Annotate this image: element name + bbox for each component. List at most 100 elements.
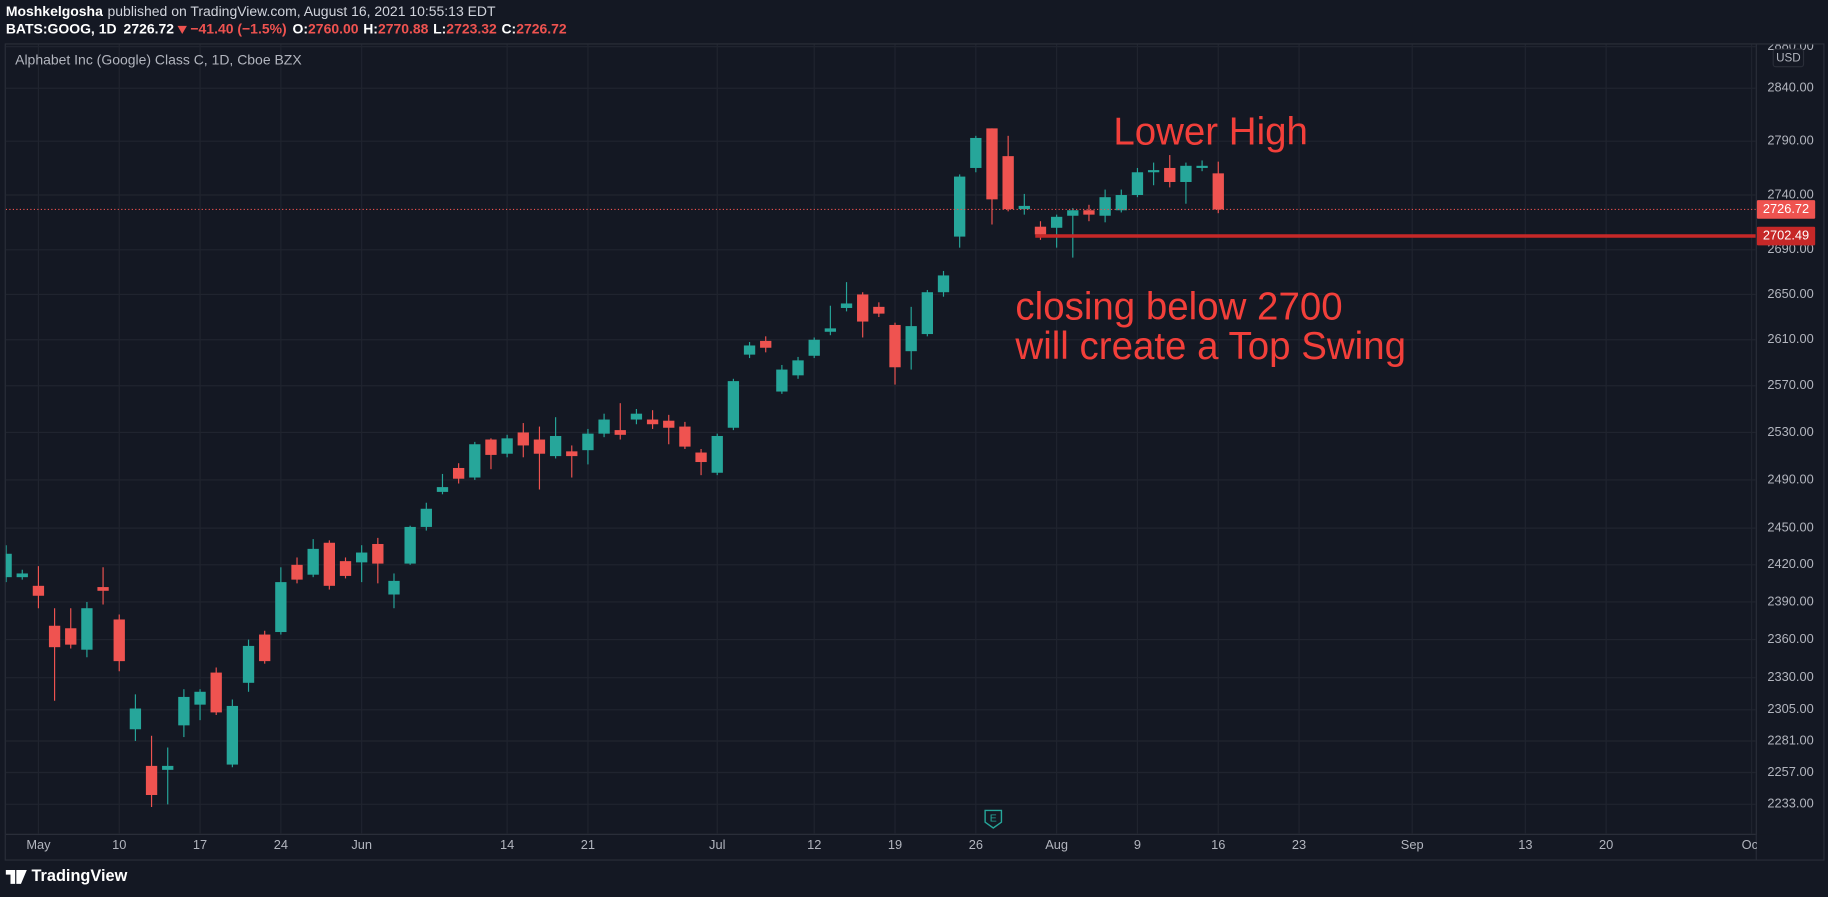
- x-tick-label: 19: [888, 837, 902, 852]
- last-price-tag: [1756, 200, 1816, 219]
- earnings-marker: [984, 809, 1003, 829]
- y-tick-label: 2790.00: [1767, 133, 1813, 148]
- ohlc-value: 2760.00: [308, 20, 359, 36]
- x-tick-label: 9: [1134, 837, 1141, 852]
- x-tick-label: Jul: [709, 837, 725, 852]
- candle-body: [614, 430, 626, 435]
- y-tick-label: 2330.00: [1767, 669, 1813, 684]
- x-tick-label: 20: [1599, 837, 1613, 852]
- ohlc-value: 2726.72: [516, 20, 567, 36]
- ohlc-label: C:: [501, 20, 516, 36]
- x-tick-label: Aug: [1045, 837, 1068, 852]
- ohlc-value: 2723.32: [446, 20, 497, 36]
- x-tick-label: 21: [581, 837, 595, 852]
- candle-body: [582, 433, 594, 451]
- y-tick-label: 2740.00: [1767, 186, 1813, 201]
- candle-body: [776, 369, 788, 392]
- y-tick-label: 2450.00: [1767, 520, 1813, 535]
- x-tick-label: 12: [807, 837, 821, 852]
- chart-title: Alphabet Inc (Google) Class C, 1D, Cboe …: [15, 52, 302, 68]
- candle-body: [889, 324, 901, 368]
- candle-body: [259, 634, 271, 662]
- candle-body: [840, 303, 853, 308]
- candle-body: [792, 360, 804, 376]
- candle-body: [1050, 216, 1063, 228]
- candle-body: [162, 765, 174, 770]
- change-arrow: [177, 25, 187, 35]
- y-tick-label: 2490.00: [1767, 471, 1813, 486]
- candle-body: [501, 438, 513, 454]
- candle-body: [937, 275, 950, 293]
- x-tick-label: Jun: [351, 837, 372, 852]
- candle-body: [663, 420, 675, 428]
- level-label: 2702.49: [1763, 227, 1809, 242]
- candle-body: [808, 339, 820, 356]
- candle-body: [1099, 197, 1111, 216]
- candle-body: [452, 467, 465, 479]
- currency: USD: [1776, 52, 1801, 65]
- axis-corner: [1756, 834, 1824, 860]
- y-tick-label: 2650.00: [1767, 286, 1813, 301]
- candle-body: [275, 582, 287, 633]
- candle-body: [129, 708, 142, 730]
- candle-body: [97, 587, 109, 591]
- candle-body: [48, 625, 61, 648]
- y-tick-label: 2257.00: [1767, 764, 1813, 779]
- x-tick-label: 26: [969, 837, 983, 852]
- annotation: will create a Top Swing: [1014, 325, 1406, 368]
- x-tick-label: Sep: [1401, 837, 1424, 852]
- candle-body: [905, 326, 917, 352]
- candle-body: [1115, 195, 1127, 211]
- x-tick-label: 23: [1292, 837, 1306, 852]
- candle-body: [743, 345, 756, 355]
- candle-body: [307, 548, 319, 575]
- candle-body: [65, 628, 77, 645]
- published: published on TradingView.com, August 16,…: [108, 3, 496, 19]
- candle-body: [760, 340, 772, 348]
- last-price: 2726.72: [124, 20, 175, 36]
- candle-body: [356, 552, 368, 563]
- y-tick-label: 2390.00: [1767, 593, 1813, 608]
- chart-frame: [4, 43, 1825, 861]
- candle-body: [420, 508, 432, 527]
- header-line: Moshkelgosha published on TradingView.com…: [6, 3, 496, 19]
- candle-body: [517, 432, 529, 446]
- candle-body: [533, 439, 546, 454]
- candle-body: [857, 294, 869, 322]
- change: −41.40 (−1.5%): [190, 20, 286, 36]
- candle-body: [145, 765, 158, 795]
- x-tick-label: 13: [1518, 837, 1532, 852]
- ohlc-label: O:: [293, 20, 309, 36]
- x-tick-label: 16: [1211, 837, 1225, 852]
- brand: TradingView: [31, 867, 127, 885]
- candle-body: [404, 526, 416, 564]
- candle-body: [436, 487, 449, 492]
- candle-body: [1180, 165, 1192, 182]
- author: Moshkelgosha: [6, 3, 103, 19]
- candle-body: [5, 553, 12, 578]
- candle-body: [598, 419, 610, 434]
- x-tick-label: 10: [112, 837, 126, 852]
- candle-body: [1131, 172, 1144, 196]
- annotation: Lower High: [1113, 110, 1308, 153]
- candle-body: [178, 696, 190, 726]
- symbol-line: BATS:GOOG, 1D 2726.72 −41.40 (−1.5%) O:2760…: [6, 20, 567, 36]
- candle-body: [226, 705, 239, 765]
- last-price-label: 2726.72: [1763, 201, 1809, 216]
- time-axis: May 10 17 24 Jun 14 21 Jul 12 19 26 Aug 9 16 23 Sep 13 20…: [26, 834, 1824, 860]
- candle-body: [194, 691, 206, 705]
- candle-body: [81, 608, 93, 650]
- y-tick-label: 2281.00: [1767, 732, 1813, 747]
- x-tick-label: 14: [500, 837, 514, 852]
- candle-body: [32, 585, 45, 596]
- candle-body: [549, 435, 562, 457]
- candle-body: [921, 292, 933, 335]
- earnings-label: E: [990, 813, 997, 824]
- candle-body: [630, 413, 643, 420]
- brand-logo: [5, 869, 27, 884]
- candle-body: [679, 426, 691, 447]
- symbol: BATS:GOOG, 1D: [6, 20, 117, 36]
